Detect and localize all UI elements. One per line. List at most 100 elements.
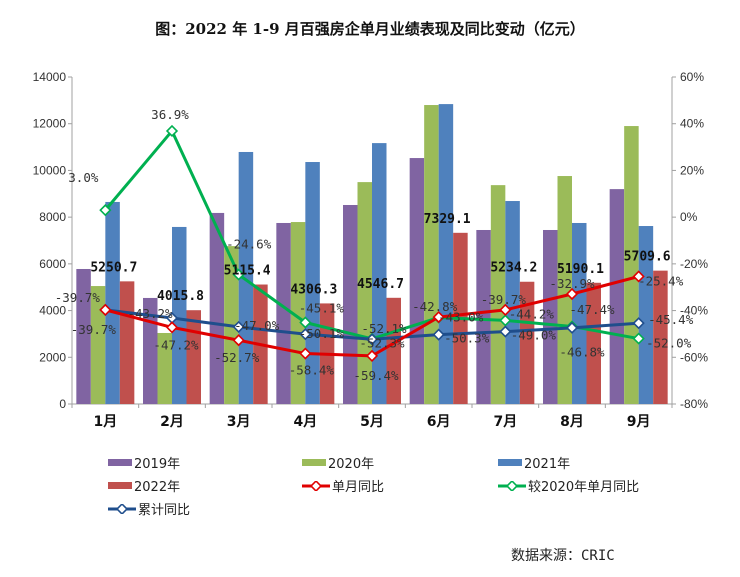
bar-2021年	[438, 104, 454, 404]
line-marker-较2020年单月同比	[499, 314, 512, 327]
line-marker-单月同比	[299, 347, 312, 360]
line-value-label-较2020年单月同比: -52.0%	[646, 336, 692, 351]
bar-2022年	[386, 297, 401, 404]
bar-2020年	[557, 176, 572, 404]
legend-item-cumulative-yoy[interactable]: 累计同比	[108, 499, 190, 518]
line-value-label-较2020年单月同比: 3.0%	[68, 170, 99, 185]
legend-label-2020: 2020年	[328, 457, 375, 472]
legend-item-2022[interactable]: 2022年	[108, 476, 180, 495]
x-axis-category-label: 1月	[93, 414, 117, 430]
line-value-label-较2020年单月同比: -45.1%	[299, 300, 345, 315]
legend-marker-vs2020-icon	[498, 480, 526, 491]
line-value-label-累计同比: -52.3%	[359, 335, 405, 350]
bar-2020年	[290, 222, 306, 404]
legend-item-vs2020-yoy[interactable]: 较2020年单月同比	[498, 476, 639, 495]
left-axis-tick-label: 12000	[33, 117, 67, 131]
bar-2021年	[505, 201, 520, 404]
line-marker-单月同比	[165, 321, 179, 334]
line-value-label-累计同比: -50.3%	[444, 331, 490, 346]
bar-2020年	[424, 105, 439, 405]
bar-2021年	[305, 162, 320, 404]
legend-marker-monthly-yoy-icon	[302, 480, 330, 491]
x-axis-category-label: 9月	[627, 414, 651, 430]
line-marker-累计同比	[432, 328, 445, 341]
line-value-label-较2020年单月同比: -52.1%	[361, 321, 407, 336]
bar-value-label-2022: 5190.1	[557, 262, 604, 277]
right-axis-tick-label: 60%	[680, 70, 704, 84]
bar-2020年	[624, 126, 639, 405]
bar-value-label-2022: 5234.2	[490, 261, 537, 276]
bar-2020年	[90, 286, 106, 404]
line-marker-累计同比	[365, 333, 379, 346]
bar-2020年	[357, 182, 372, 404]
line-value-label-单月同比: -25.4%	[638, 273, 684, 288]
axes: 0 2000 4000 6000 8000 10000 12000 14000 -80% -60%…	[33, 70, 709, 430]
line-marker-较2020年单月同比	[299, 316, 312, 329]
line-marker-累计同比	[632, 317, 645, 330]
bar-2021年	[372, 143, 387, 404]
bar-value-label-2022: 4306.3	[290, 282, 337, 297]
bar-2021年	[638, 226, 654, 404]
line-value-label-单月同比: -39.7%	[71, 322, 117, 337]
bar-2021年	[572, 222, 587, 404]
line-value-label-较2020年单月同比: -44.2%	[509, 306, 555, 321]
bar-2022年	[119, 281, 135, 404]
bar-value-label-2022: 4546.7	[357, 277, 404, 292]
bar-2019年	[209, 212, 225, 404]
left-axis-tick-label: 14000	[33, 70, 67, 84]
legend-item-2019[interactable]: 2019年	[108, 453, 180, 472]
legend-label-2022: 2022年	[134, 480, 181, 495]
line-value-label-累计同比: -45.4%	[648, 312, 694, 327]
legend-item-2021[interactable]: 2021年	[498, 453, 570, 472]
line-value-label-单月同比: -47.2%	[153, 337, 199, 352]
line-marker-单月同比	[99, 303, 112, 316]
line-value-label-累计同比: -49.0%	[511, 328, 557, 343]
line-marker-累计同比	[165, 311, 179, 325]
line-marker-累计同比	[565, 321, 579, 334]
lines	[99, 124, 645, 362]
left-axis-tick-label: 6000	[39, 257, 66, 271]
right-axis-tick-label: -20%	[680, 257, 708, 271]
bar-2019年	[476, 229, 491, 404]
legend-marker-cumulative-icon	[108, 503, 136, 514]
line-value-label-单月同比: -59.4%	[353, 368, 399, 383]
line-value-label-较2020年单月同比: -24.6%	[226, 237, 272, 252]
x-axis-category-label: 5月	[360, 414, 384, 430]
line-marker-单月同比	[632, 270, 645, 283]
line-value-label-较2020年单月同比: -43.0%	[438, 310, 484, 325]
right-axis-tick-label: -80%	[680, 397, 708, 411]
line-marker-累计同比	[232, 320, 245, 334]
right-axis-tick-label: 0%	[680, 210, 698, 224]
x-axis-category-label: 7月	[493, 414, 517, 430]
line-marker-较2020年单月同比	[165, 124, 179, 138]
right-axis-tick-label: 40%	[680, 117, 704, 131]
right-axis-tick-label: -40%	[680, 304, 708, 318]
bar-2020年	[490, 185, 506, 404]
line-value-label-较2020年单月同比: 36.9%	[151, 107, 189, 122]
line-value-label-累计同比: -50.1%	[299, 326, 345, 341]
line-value-label-较2020年单月同比: -46.8%	[559, 344, 605, 359]
legend-item-monthly-yoy[interactable]: 单月同比	[302, 476, 384, 495]
line-value-label-累计同比: -47.0%	[234, 318, 280, 333]
legend-label-monthly-yoy: 单月同比	[332, 480, 385, 495]
line-marker-较2020年单月同比	[99, 204, 112, 217]
left-axis-tick-label: 0	[59, 397, 66, 411]
bar-value-label-2022: 5250.7	[90, 260, 137, 275]
bar-value-label-2022: 7329.1	[424, 212, 471, 227]
bar-2022年	[586, 282, 601, 404]
line-marker-单月同比	[232, 334, 245, 347]
data-source: 数据来源：CRIC	[511, 548, 615, 564]
legend-item-2020[interactable]: 2020年	[302, 453, 374, 472]
legend-swatch-2022	[108, 482, 132, 489]
bar-2022年	[653, 270, 668, 404]
line-value-label-单月同比: -32.9%	[549, 276, 595, 291]
x-axis-category-label: 4月	[293, 414, 317, 430]
line-value-label-单月同比: -52.7%	[214, 350, 260, 365]
bar-2019年	[409, 158, 425, 404]
bar-value-label-2022: 5709.6	[624, 250, 671, 265]
line-value-label-累计同比: -39.7%	[55, 290, 101, 305]
bar-2019年	[276, 222, 291, 404]
x-axis-category-label: 2月	[160, 414, 184, 430]
chart-title: 图：2022 年 1-9 月百强房企单月业绩表现及同比变动（亿元）	[155, 20, 585, 38]
